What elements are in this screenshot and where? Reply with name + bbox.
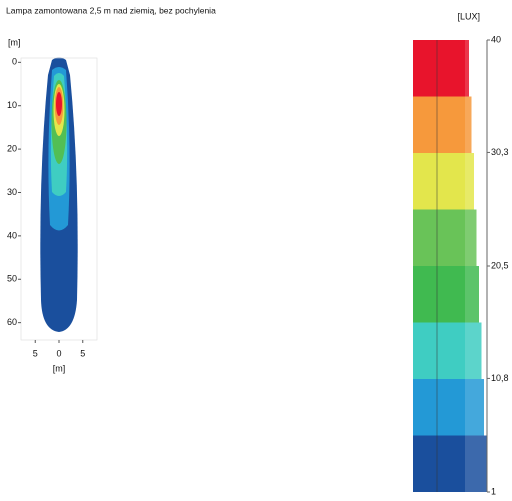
- colorbar-label: [LUX]: [457, 11, 480, 21]
- colorbar-band: [413, 435, 465, 492]
- y-tick-label: 60: [7, 317, 17, 327]
- colorbar-band: [413, 96, 465, 153]
- colorbar-band: [413, 209, 465, 266]
- colorbar-band: [413, 40, 465, 97]
- y-tick-label: 0: [12, 57, 17, 67]
- colorbar-band: [413, 266, 465, 323]
- x-axis-label: [m]: [53, 363, 66, 373]
- colorbar-tick-label: 1: [491, 486, 496, 496]
- y-tick-label: 50: [7, 274, 17, 284]
- contour: [56, 92, 62, 116]
- colorbar-band: [413, 379, 465, 436]
- colorbar-band: [413, 322, 465, 379]
- y-tick-label: 10: [7, 100, 17, 110]
- isolux-contours: [40, 57, 78, 332]
- chart-title: Lampa zamontowana 2,5 m nad ziemią, bez …: [6, 5, 216, 15]
- y-axis-label: [m]: [8, 37, 21, 47]
- colorbar-tick-label: 40: [491, 34, 501, 44]
- y-tick-label: 40: [7, 230, 17, 240]
- colorbar-tick-label: 10,8: [491, 373, 509, 383]
- y-tick-label: 30: [7, 187, 17, 197]
- y-tick-label: 20: [7, 143, 17, 153]
- colorbar-tick-label: 30,3: [491, 147, 509, 157]
- x-tick-label: 5: [33, 348, 38, 358]
- x-tick-label: 5: [80, 348, 85, 358]
- colorbar-tick-label: 20,5: [491, 260, 509, 270]
- x-tick-label: 0: [56, 348, 61, 358]
- colorbar-band: [413, 153, 465, 210]
